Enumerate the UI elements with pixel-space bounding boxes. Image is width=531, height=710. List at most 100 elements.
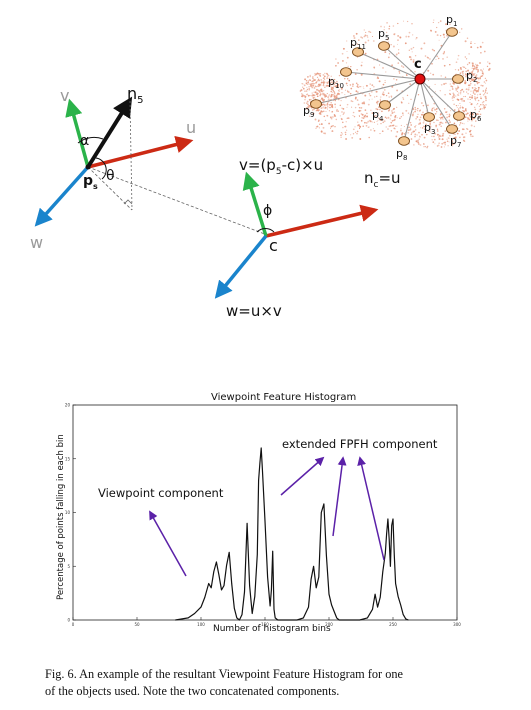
histogram-point bbox=[280, 619, 281, 621]
histogram-point bbox=[251, 613, 253, 614]
annotation-fpfh: extended FPFH component bbox=[282, 437, 438, 451]
histogram-point bbox=[328, 593, 330, 595]
cloud-label-p2: p2 bbox=[466, 69, 478, 85]
histogram-point bbox=[234, 607, 235, 609]
cloud-label-p9: p9 bbox=[303, 104, 315, 120]
histogram-point bbox=[351, 619, 353, 621]
histogram-point bbox=[331, 604, 332, 606]
histogram-point bbox=[303, 617, 304, 619]
histogram-point bbox=[267, 576, 268, 578]
histogram-point bbox=[326, 555, 327, 556]
histogram-point bbox=[386, 533, 387, 535]
phi-label: ϕ bbox=[263, 203, 273, 219]
chart-xlabel: Number of histogram bins bbox=[213, 624, 331, 634]
histogram-point bbox=[400, 604, 402, 606]
histogram-point bbox=[338, 619, 340, 621]
histogram-point bbox=[221, 589, 222, 591]
histogram-point bbox=[382, 571, 384, 572]
histogram-point bbox=[388, 539, 390, 540]
histogram-point bbox=[394, 555, 395, 556]
histogram-point bbox=[282, 619, 284, 621]
histogram-chart: 0 50 100 150 200 250 300 0 5 10 15 20 bbox=[65, 403, 461, 628]
cloud-label-p6: p6 bbox=[470, 108, 482, 124]
histogram-point bbox=[313, 566, 314, 567]
annotation-arrows bbox=[149, 456, 385, 577]
histogram-point bbox=[216, 561, 217, 563]
histogram-point bbox=[333, 611, 335, 612]
cloud-spokes bbox=[315, 31, 460, 142]
histogram-point bbox=[246, 523, 248, 524]
histogram-point bbox=[318, 576, 320, 578]
histogram-point bbox=[391, 525, 393, 526]
histogram-point bbox=[254, 596, 256, 597]
point-cloud bbox=[299, 19, 491, 149]
histogram-point bbox=[226, 564, 227, 566]
histogram-point bbox=[272, 550, 274, 552]
theta-label: θ bbox=[106, 168, 115, 184]
cloud-points bbox=[310, 27, 465, 146]
histogram-point bbox=[277, 619, 279, 621]
histogram-point bbox=[264, 520, 266, 522]
histogram-point bbox=[194, 613, 195, 614]
cloud-centroid bbox=[414, 73, 426, 85]
v-right-label: v=(p5-c)×u bbox=[239, 156, 324, 177]
p-left-label: ps bbox=[83, 173, 98, 191]
histogram-point bbox=[372, 609, 373, 610]
histogram-point bbox=[271, 589, 272, 591]
alpha-label: α bbox=[80, 133, 90, 149]
histogram-point bbox=[218, 574, 220, 576]
histogram-point bbox=[269, 605, 271, 607]
histogram-point bbox=[260, 447, 262, 449]
histogram-point bbox=[296, 619, 298, 621]
annotation-viewpoint: Viewpoint component bbox=[98, 486, 224, 500]
histogram-point bbox=[308, 606, 309, 608]
x-tick-label: 200 bbox=[325, 622, 333, 627]
histogram-point bbox=[244, 591, 245, 593]
histogram-point bbox=[321, 512, 322, 513]
histogram-point bbox=[290, 619, 291, 621]
x-tick-label: 300 bbox=[453, 622, 461, 627]
caption-line-2: of the objects used. Note the two concat… bbox=[45, 684, 340, 698]
y-tick-label: 20 bbox=[65, 403, 71, 408]
histogram-point bbox=[175, 619, 176, 621]
cloud-center-label: c bbox=[414, 57, 422, 72]
histogram-point bbox=[323, 503, 325, 505]
caption-line-1: Fig. 6. An example of the resultant View… bbox=[45, 667, 403, 681]
cloud-label-p7: p7 bbox=[450, 134, 462, 150]
left-frame bbox=[34, 96, 271, 237]
histogram-point bbox=[210, 587, 212, 589]
histogram-point bbox=[367, 617, 368, 619]
histogram-point bbox=[200, 606, 202, 608]
histogram-point bbox=[257, 554, 258, 555]
u-left-label: u bbox=[186, 118, 197, 137]
histogram-point bbox=[274, 617, 276, 619]
histogram-point bbox=[259, 462, 261, 464]
w-right-label: w=u×v bbox=[226, 302, 282, 320]
histogram-point bbox=[395, 583, 396, 584]
histogram-point bbox=[285, 619, 286, 621]
cloud-label-p10: p10 bbox=[328, 75, 344, 91]
histogram-point bbox=[249, 585, 250, 586]
histogram-point bbox=[379, 597, 381, 598]
histogram-point bbox=[402, 614, 404, 615]
nc-label: nc=u bbox=[364, 169, 401, 190]
histogram-point bbox=[228, 552, 230, 553]
x-tick-label: 50 bbox=[134, 622, 140, 627]
y-tick-label: 5 bbox=[67, 564, 70, 569]
histogram-point bbox=[390, 566, 391, 567]
histogram-point bbox=[392, 518, 394, 520]
cloud-label-p8: p8 bbox=[396, 147, 408, 163]
x-tick-label: 150 bbox=[261, 622, 269, 627]
histogram-point bbox=[408, 619, 409, 621]
histogram-point bbox=[187, 617, 189, 619]
histogram-point bbox=[310, 578, 312, 580]
histogram-point bbox=[374, 593, 376, 595]
histogram-point bbox=[336, 617, 338, 619]
cloud-label-p1: p1 bbox=[446, 13, 458, 29]
histogram-point bbox=[387, 518, 389, 520]
chart-ylabel: Percentage of points falling in each bin bbox=[56, 434, 66, 600]
chart-title: Viewpoint Feature Histogram bbox=[211, 392, 357, 403]
x-tick-label: 100 bbox=[197, 622, 205, 627]
histogram-point bbox=[236, 617, 238, 619]
